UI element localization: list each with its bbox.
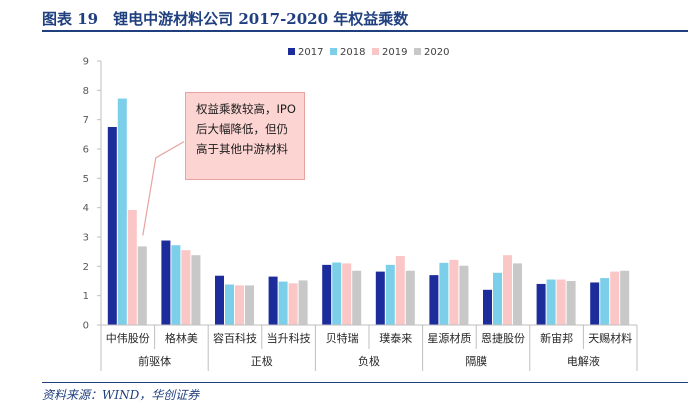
legend-label: 2020 (424, 47, 449, 58)
y-tick-label: 9 (83, 57, 89, 68)
bar-2017-9 (590, 282, 600, 325)
category-label: 当升科技 (267, 331, 311, 345)
group-label: 电解液 (567, 354, 600, 368)
bar-2020-4 (352, 270, 362, 325)
group-label: 隔膜 (465, 355, 487, 368)
y-tick-label: 6 (83, 145, 89, 156)
bar-2018-3 (278, 281, 288, 325)
y-tick-label: 0 (83, 321, 89, 332)
bar-2019-7 (503, 255, 512, 325)
bar-2019-8 (556, 279, 566, 325)
y-tick-label: 5 (83, 174, 89, 185)
source-note: 资料来源：WIND，华创证券 (42, 388, 200, 402)
bar-2017-6 (429, 275, 439, 325)
bar-2017-3 (268, 276, 278, 325)
category-label: 中伟股份 (106, 332, 150, 345)
legend-swatch-2017 (288, 48, 295, 55)
category-label: 格林美 (165, 331, 198, 345)
category-label: 天赐材料 (588, 331, 632, 345)
y-tick-label: 1 (83, 291, 89, 302)
bar-2017-2 (215, 275, 224, 325)
title-rule (42, 30, 688, 32)
y-tick-label: 7 (83, 115, 89, 126)
bar-2020-1 (191, 255, 201, 325)
bar-2017-4 (322, 264, 332, 325)
bar-2018-1 (171, 245, 181, 325)
group-label: 前驱体 (138, 354, 171, 368)
bar-2017-0 (107, 127, 117, 325)
legend-label: 2019 (382, 47, 407, 58)
legend-label: 2018 (340, 47, 365, 58)
y-tick-label: 2 (83, 262, 89, 273)
group-label: 负极 (358, 354, 380, 368)
bar-2019-5 (395, 256, 405, 325)
category-label: 贝特瑞 (326, 331, 359, 345)
bar-2020-8 (566, 281, 576, 325)
y-axis: 0 1 2 3 4 5 6 7 8 9 (83, 57, 102, 332)
bar-2020-3 (298, 280, 308, 325)
chart-legend: 2017 2018 2019 2020 (288, 47, 449, 58)
y-tick-label: 8 (83, 86, 89, 97)
bar-2020-7 (513, 263, 522, 325)
bar-2019-6 (449, 259, 459, 325)
bar-2018-9 (600, 278, 610, 325)
bar-2019-9 (610, 271, 620, 325)
bar-2017-1 (161, 240, 171, 325)
bar-2019-2 (235, 285, 244, 325)
bar-2019-4 (342, 263, 352, 325)
bar-2019-0 (127, 210, 137, 325)
category-label: 新宙邦 (540, 331, 573, 345)
category-label: 璞泰来 (379, 331, 412, 345)
bar-2020-6 (459, 265, 469, 325)
bar-2017-7 (483, 289, 492, 325)
source-rule (42, 382, 688, 383)
bar-2018-5 (385, 264, 395, 325)
callout-annotation: 权益乘数较高，IPO后大幅降低，但仍高于其他中游材料 (185, 92, 305, 180)
category-label: 恩捷股份 (481, 331, 525, 345)
bar-2019-3 (288, 283, 298, 325)
bar-2018-4 (332, 262, 342, 325)
category-label: 容百科技 (213, 331, 257, 345)
group-label: 正极 (251, 354, 273, 368)
category-label: 星源材质 (427, 331, 471, 345)
bar-2020-5 (405, 270, 415, 325)
legend-label: 2017 (298, 47, 323, 58)
y-tick-label: 3 (83, 233, 89, 244)
figure-title: 图表 19 锂电中游材料公司 2017-2020 年权益乘数 (42, 10, 409, 28)
legend-swatch-2020 (414, 48, 421, 55)
bar-series (107, 98, 630, 326)
y-tick-label: 4 (83, 203, 89, 214)
bar-2018-7 (493, 272, 502, 325)
bar-2018-8 (546, 279, 556, 325)
legend-swatch-2019 (372, 48, 379, 55)
bar-2020-2 (245, 285, 254, 325)
bar-2019-1 (181, 250, 191, 325)
bar-2018-0 (117, 98, 127, 326)
legend-swatch-2018 (330, 48, 337, 55)
bar-2018-2 (225, 284, 234, 325)
bar-2020-0 (137, 246, 147, 325)
callout-leader-line (142, 157, 157, 236)
bar-2017-5 (375, 271, 385, 325)
bar-2020-9 (620, 270, 630, 325)
bar-2017-8 (536, 283, 546, 325)
bar-2018-6 (439, 262, 449, 325)
callout-leader-line-2 (155, 141, 185, 159)
